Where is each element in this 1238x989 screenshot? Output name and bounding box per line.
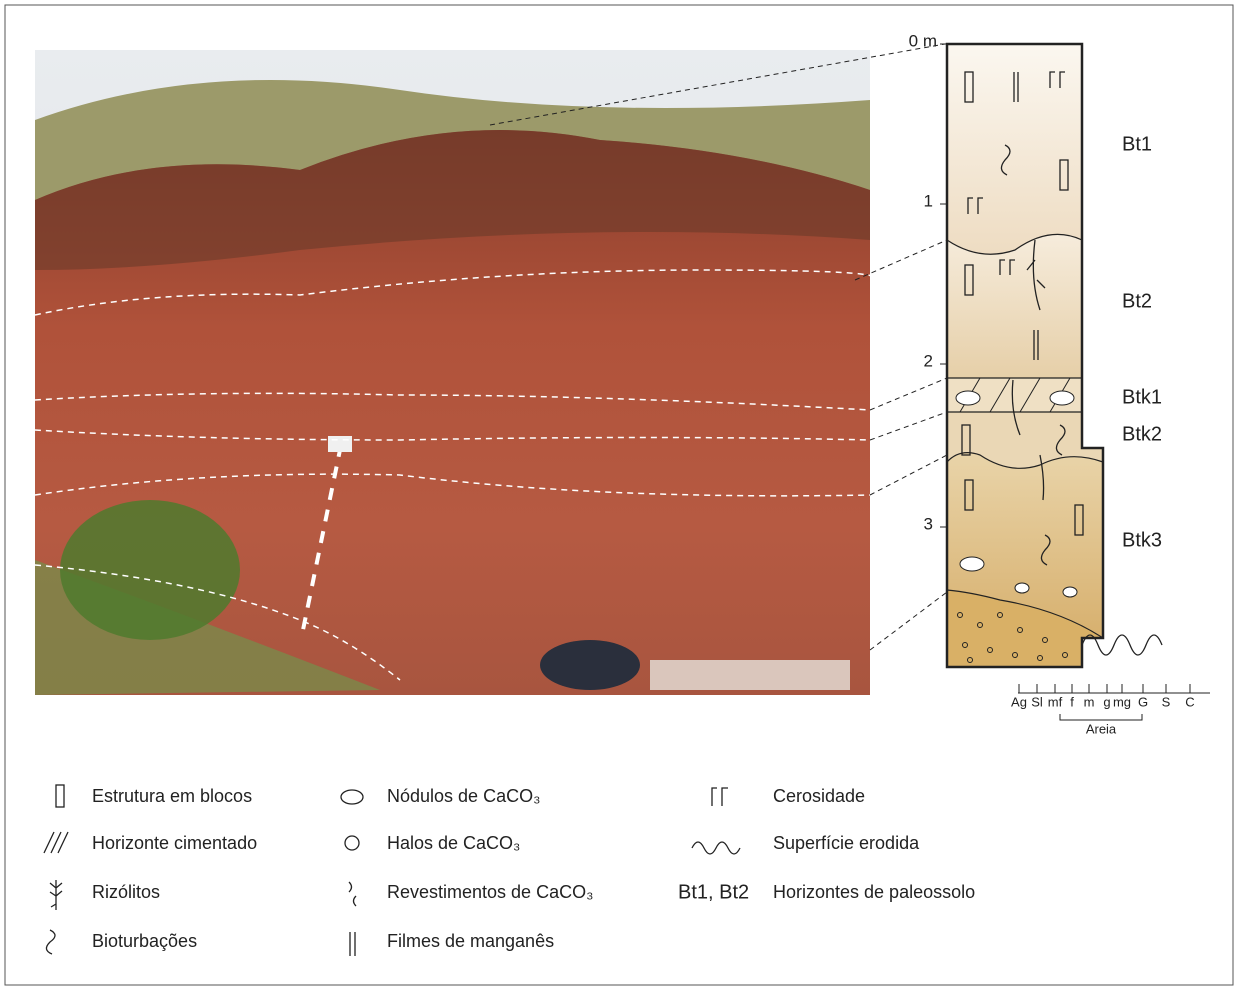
grain-label: S xyxy=(1162,694,1171,709)
grain-scale: Areia Ag Sl mf f m g mg G S C xyxy=(1011,684,1210,736)
horizon-label: Btk2 xyxy=(1122,423,1162,445)
legend-label: Estrutura em blocos xyxy=(92,786,252,806)
horizon-label: Btk1 xyxy=(1122,386,1162,408)
grain-label: mg xyxy=(1113,694,1131,709)
depth-label: 1 xyxy=(924,191,933,210)
grain-label: g xyxy=(1103,694,1110,709)
depth-label: 3 xyxy=(924,514,933,533)
photo xyxy=(34,50,875,695)
legend-label: Filmes de manganês xyxy=(387,931,554,951)
grain-label: G xyxy=(1138,694,1148,709)
depth-label: 0 m xyxy=(909,31,937,50)
grain-label: C xyxy=(1185,694,1194,709)
grain-label: f xyxy=(1070,694,1074,709)
depth-label: 2 xyxy=(924,351,933,370)
legend-label: Bioturbações xyxy=(92,931,197,951)
grain-label: mf xyxy=(1048,694,1063,709)
horizon-label: Btk3 xyxy=(1122,529,1162,551)
legend-label: Horizontes de paleossolo xyxy=(773,882,975,902)
connectors xyxy=(489,43,948,651)
legend-symbol: Bt1, Bt2 xyxy=(678,881,749,903)
frame xyxy=(4,4,1234,986)
horizon-label: Bt2 xyxy=(1122,290,1152,312)
strat-column: 0 m 1 2 3 Bt1 Bt2 Btk1 Btk2 Btk3 xyxy=(909,31,1163,669)
grain-label: Ag xyxy=(1011,694,1027,709)
legend-label: Rizólitos xyxy=(92,882,160,902)
grain-group: Areia xyxy=(1086,721,1117,736)
legend: Bt1, Bt2 Estrutura em blocos Nódulos de C… xyxy=(92,786,975,951)
horizon-label: Bt1 xyxy=(1122,133,1152,155)
legend-label: Revestimentos de CaCO₃ xyxy=(387,882,593,902)
grain-label: m xyxy=(1084,694,1095,709)
legend-label: Superfície erodida xyxy=(773,833,920,853)
legend-label: Halos de CaCO₃ xyxy=(387,833,520,853)
legend-icons xyxy=(43,784,741,956)
grain-label: Sl xyxy=(1031,694,1043,709)
legend-label: Cerosidade xyxy=(773,786,865,806)
legend-label: Nódulos de CaCO₃ xyxy=(387,786,540,806)
legend-label: Horizonte cimentado xyxy=(92,833,257,853)
